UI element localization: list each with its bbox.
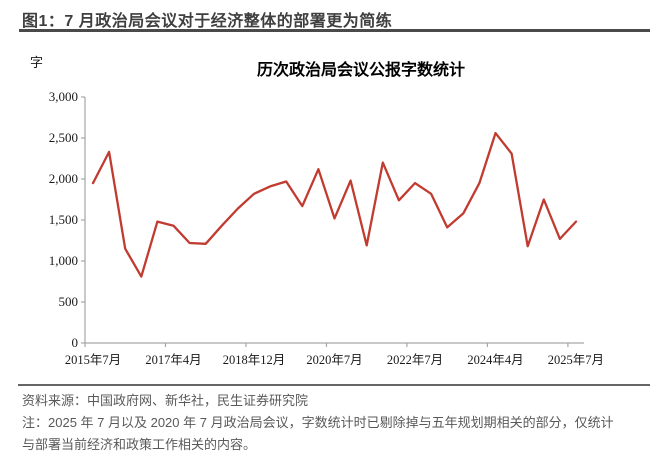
x-tick-label: 2017年4月 (145, 353, 202, 367)
footer-notes: 资料来源：中国政府网、新华社，民生证券研究院 注：2025 年 7 月以及 20… (22, 390, 637, 456)
x-tick-label: 2018年12月 (222, 353, 286, 367)
figure-header-title: 图1：7 月政治局会议对于经济整体的部署更为简练 (22, 13, 393, 30)
line-chart (81, 96, 584, 347)
y-tick-label: 1,000 (48, 253, 78, 268)
x-tick-label: 2025年7月 (547, 353, 605, 367)
y-tick-label: 2,500 (48, 130, 78, 145)
y-tick-label: 1,500 (48, 212, 78, 227)
x-tick-label: 2020年7月 (306, 353, 363, 367)
y-tick-label: 3,000 (48, 89, 78, 104)
footer-source: 资料来源：中国政府网、新华社，民生证券研究院 (22, 393, 309, 408)
y-tick-label: 0 (71, 335, 79, 350)
x-tick-label: 2024年4月 (467, 353, 524, 367)
chart-title: 历次政治局会议公报字数统计 (256, 62, 465, 79)
y-tick-label: 500 (58, 294, 79, 309)
footer-note-line2: 与部署当前经济和政策工作相关的内容。 (22, 437, 257, 452)
y-axis-unit-label: 字 (30, 55, 44, 70)
footer-rule (18, 384, 650, 386)
y-tick-label: 2,000 (48, 171, 78, 186)
x-tick-label: 2022年7月 (386, 353, 444, 367)
footer-note-line1: 注：2025 年 7 月以及 2020 年 7 月政治局会议，字数统计时已剔除掉… (22, 415, 614, 430)
x-tick-label: 2015年7月 (64, 353, 122, 367)
header-rule (19, 29, 650, 32)
